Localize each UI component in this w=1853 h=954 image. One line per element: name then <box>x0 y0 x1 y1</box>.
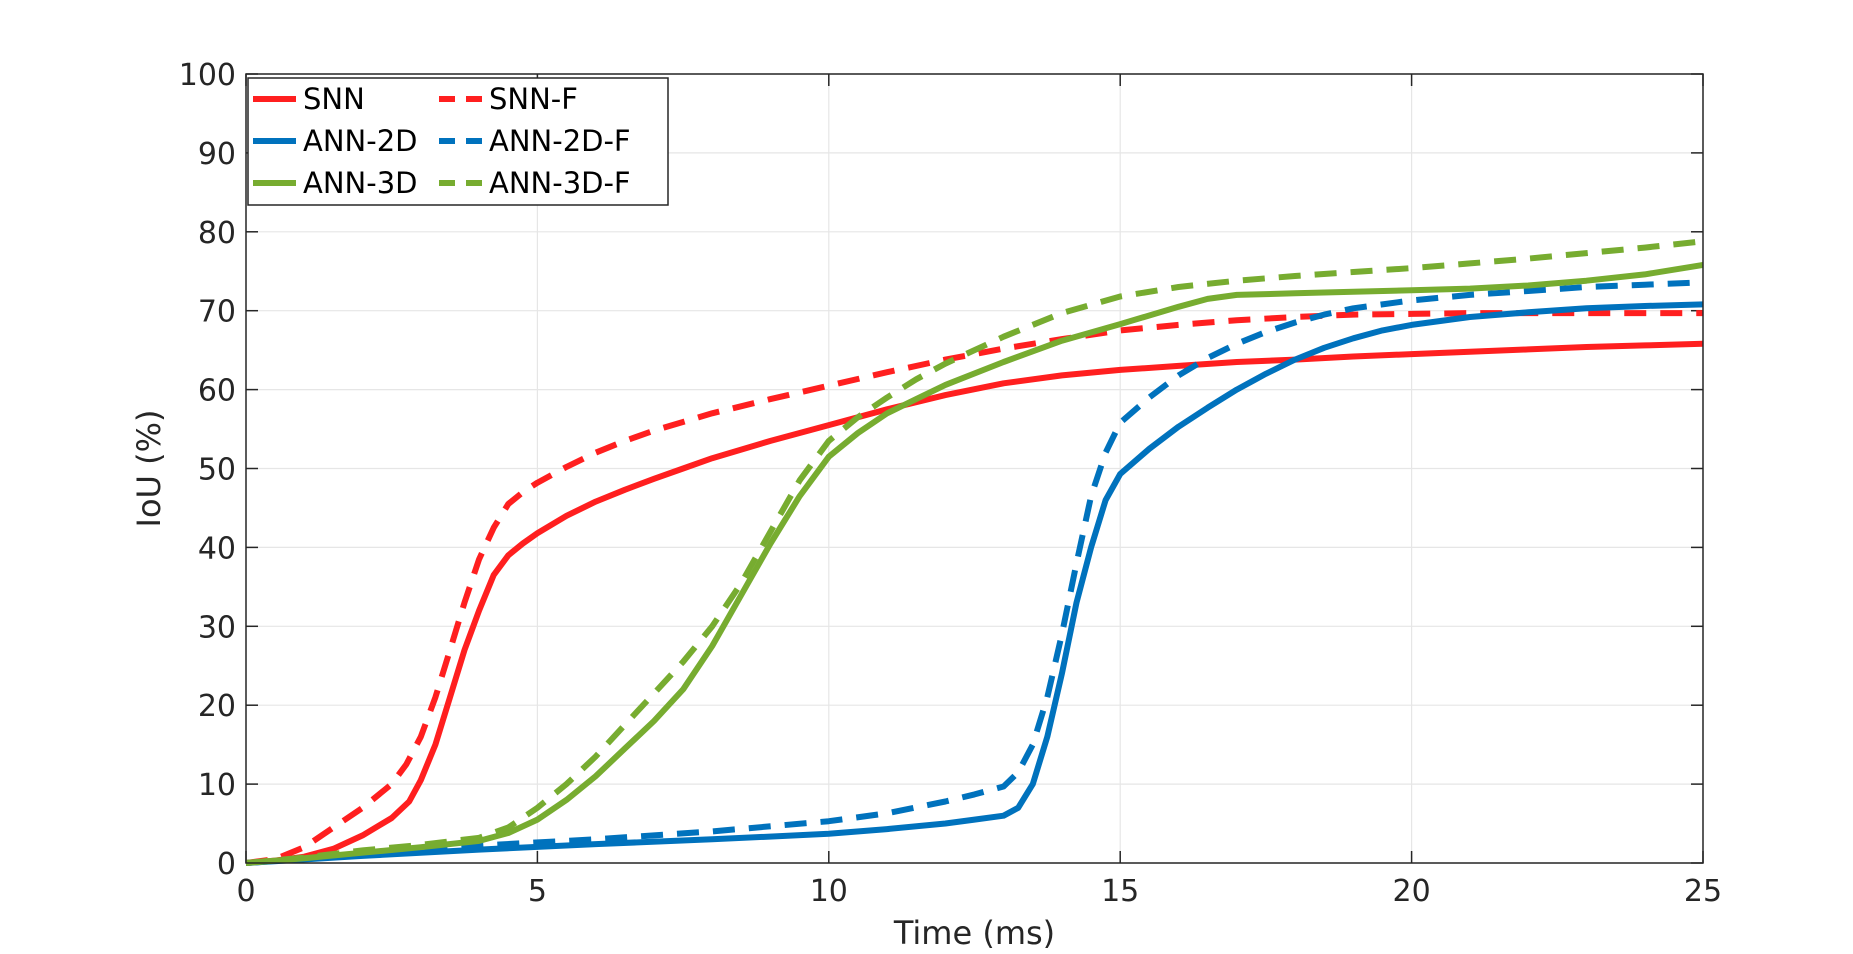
y-tick-label: 20 <box>198 689 236 724</box>
series-line-snn-f <box>245 310 1703 866</box>
x-axis-label: Time (ms) <box>893 914 1055 952</box>
x-tick-label: 25 <box>1684 874 1722 909</box>
plot-frame <box>245 73 1704 864</box>
series-line-ann-2d-f <box>245 279 1704 866</box>
legend-label-snn: SNN <box>303 82 365 116</box>
x-tick-label: 15 <box>1101 874 1139 909</box>
legend-label-ann-2d: ANN-2D <box>303 124 417 158</box>
tick-labels: 0 5 10 15 20 25 0 10 20 30 40 50 60 70 80 90 100 <box>179 58 1722 909</box>
y-tick-label: 70 <box>198 295 236 330</box>
y-tick-label: 10 <box>198 768 236 803</box>
legend-label-ann-3d-f: ANN-3D-F <box>489 166 631 200</box>
grid <box>245 73 1704 864</box>
x-tick-label: 0 <box>236 874 255 909</box>
legend-label-ann-3d: ANN-3D <box>303 166 417 200</box>
legend-box <box>247 77 669 206</box>
series-layer <box>245 238 1704 866</box>
x-tick-label: 20 <box>1393 874 1431 909</box>
y-tick-label: 0 <box>217 847 236 882</box>
x-tick-label: 10 <box>810 874 848 909</box>
y-tick-label: 80 <box>198 216 236 251</box>
legend-label-ann-2d-f: ANN-2D-F <box>489 124 631 158</box>
legend: SNN ANN-2D ANN-3D SNN-F ANN-2D-F ANN-3D-F <box>247 77 669 206</box>
y-tick-label: 40 <box>198 531 236 566</box>
series-line-ann-2d <box>245 301 1704 866</box>
x-tick-label: 5 <box>528 874 547 909</box>
legend-label-snn-f: SNN-F <box>489 82 578 116</box>
y-tick-label: 50 <box>198 453 236 488</box>
y-axis-label: IoU (%) <box>130 410 168 528</box>
series-line-snn <box>245 340 1704 866</box>
y-tick-label: 30 <box>198 610 236 645</box>
y-tick-label: 90 <box>198 137 236 172</box>
series-line-ann-3d <box>245 261 1704 866</box>
y-tick-label: 60 <box>198 374 236 409</box>
y-tick-label: 100 <box>179 58 236 93</box>
